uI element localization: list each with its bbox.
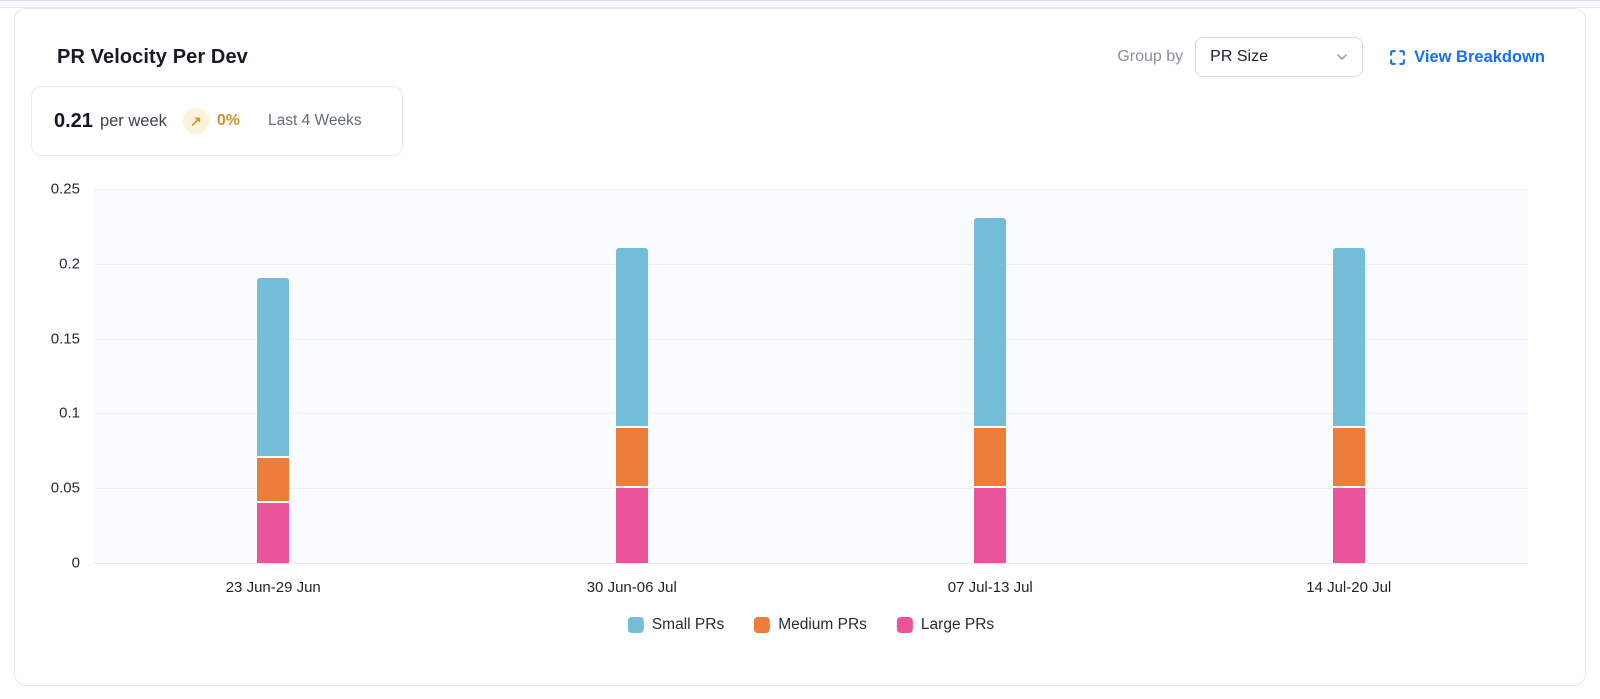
bar-segment-large-prs[interactable] bbox=[257, 503, 290, 563]
x-axis-tick-label: 23 Jun-29 Jun bbox=[225, 579, 321, 596]
y-axis-tick-label: 0.1 bbox=[59, 404, 80, 422]
bar-segment-large-prs[interactable] bbox=[1332, 488, 1365, 563]
bar-group[interactable] bbox=[257, 278, 290, 563]
stat-value: 0.21 bbox=[54, 109, 93, 132]
gridline bbox=[94, 189, 1528, 190]
bar-group[interactable] bbox=[974, 218, 1007, 563]
y-axis-tick-label: 0.2 bbox=[59, 255, 80, 273]
gridline bbox=[94, 413, 1528, 415]
legend-label: Small PRs bbox=[651, 616, 725, 633]
legend-item-large-prs[interactable]: Large PRs bbox=[896, 616, 995, 634]
legend-item-medium-prs[interactable]: Medium PRs bbox=[754, 616, 867, 634]
bar-segment-large-prs[interactable] bbox=[615, 488, 648, 563]
group-by-value: PR Size bbox=[1210, 48, 1268, 65]
y-axis-tick-label: 0 bbox=[71, 554, 80, 572]
group-by-label: Group by bbox=[1117, 48, 1184, 65]
trend-up-arrow-icon: ↗ bbox=[182, 108, 209, 134]
view-breakdown-link[interactable]: View Breakdown bbox=[1389, 48, 1545, 67]
stat-unit: per week bbox=[99, 111, 167, 130]
summary-stat-card: 0.21 per week ↗ 0% Last 4 Weeks bbox=[31, 86, 403, 156]
y-axis-tick-label: 0.15 bbox=[50, 330, 80, 348]
bar-segment-medium-prs[interactable] bbox=[615, 428, 648, 488]
trend-badge: ↗ 0% bbox=[182, 108, 241, 134]
legend-swatch bbox=[627, 617, 644, 633]
header-controls: Group by PR Size View Breakdown bbox=[1117, 37, 1545, 77]
legend-item-small-prs[interactable]: Small PRs bbox=[627, 616, 725, 634]
y-axis-tick-label: 0.05 bbox=[50, 479, 80, 497]
stat-period: Last 4 Weeks bbox=[268, 112, 362, 129]
bar-segment-medium-prs[interactable] bbox=[1332, 428, 1365, 488]
gridline bbox=[94, 263, 1528, 265]
expand-icon bbox=[1389, 49, 1406, 66]
legend-label: Medium PRs bbox=[778, 616, 867, 633]
bar-segment-medium-prs[interactable] bbox=[974, 428, 1007, 488]
view-breakdown-label: View Breakdown bbox=[1414, 47, 1545, 66]
group-by-select[interactable]: PR Size bbox=[1195, 37, 1364, 77]
bar-segment-small-prs[interactable] bbox=[615, 248, 648, 428]
pr-velocity-card: PR Velocity Per Dev Group by PR Size bbox=[14, 8, 1586, 686]
bar-group[interactable] bbox=[1332, 248, 1365, 563]
legend-label: Large PRs bbox=[920, 616, 995, 633]
bar-group[interactable] bbox=[615, 248, 648, 563]
x-axis-tick-label: 07 Jul-13 Jul bbox=[947, 579, 1033, 596]
x-axis-tick-label: 30 Jun-06 Jul bbox=[586, 579, 677, 596]
page-title: PR Velocity Per Dev bbox=[57, 45, 248, 68]
bar-segment-small-prs[interactable] bbox=[1332, 248, 1365, 428]
chevron-down-icon bbox=[1334, 49, 1350, 65]
top-strip bbox=[0, 0, 1600, 8]
stacked-bar-chart: 0 0.05 0.1 0.15 0.2 0.25 23 Jun-29 Jun 30 Jun-0… bbox=[51, 181, 1528, 633]
gridline bbox=[94, 338, 1528, 340]
plot-area: 0 0.05 0.1 0.15 0.2 0.25 23 Jun-29 Jun 30 Jun-0… bbox=[51, 181, 1528, 596]
y-axis-tick-label: 0.25 bbox=[50, 180, 80, 198]
bar-segment-small-prs[interactable] bbox=[257, 278, 290, 458]
bar-segment-large-prs[interactable] bbox=[974, 488, 1007, 563]
legend-swatch bbox=[754, 617, 771, 633]
bar-segment-medium-prs[interactable] bbox=[257, 458, 290, 503]
gridline bbox=[94, 488, 1528, 490]
x-axis-tick-label: 14 Jul-20 Jul bbox=[1306, 579, 1392, 596]
bar-segment-small-prs[interactable] bbox=[974, 218, 1007, 428]
trend-percent: 0% bbox=[216, 112, 241, 129]
legend-swatch bbox=[896, 617, 913, 633]
chart-legend: Small PRs Medium PRs Large PRs bbox=[627, 616, 995, 634]
card-header: PR Velocity Per Dev Group by PR Size bbox=[57, 35, 1545, 79]
